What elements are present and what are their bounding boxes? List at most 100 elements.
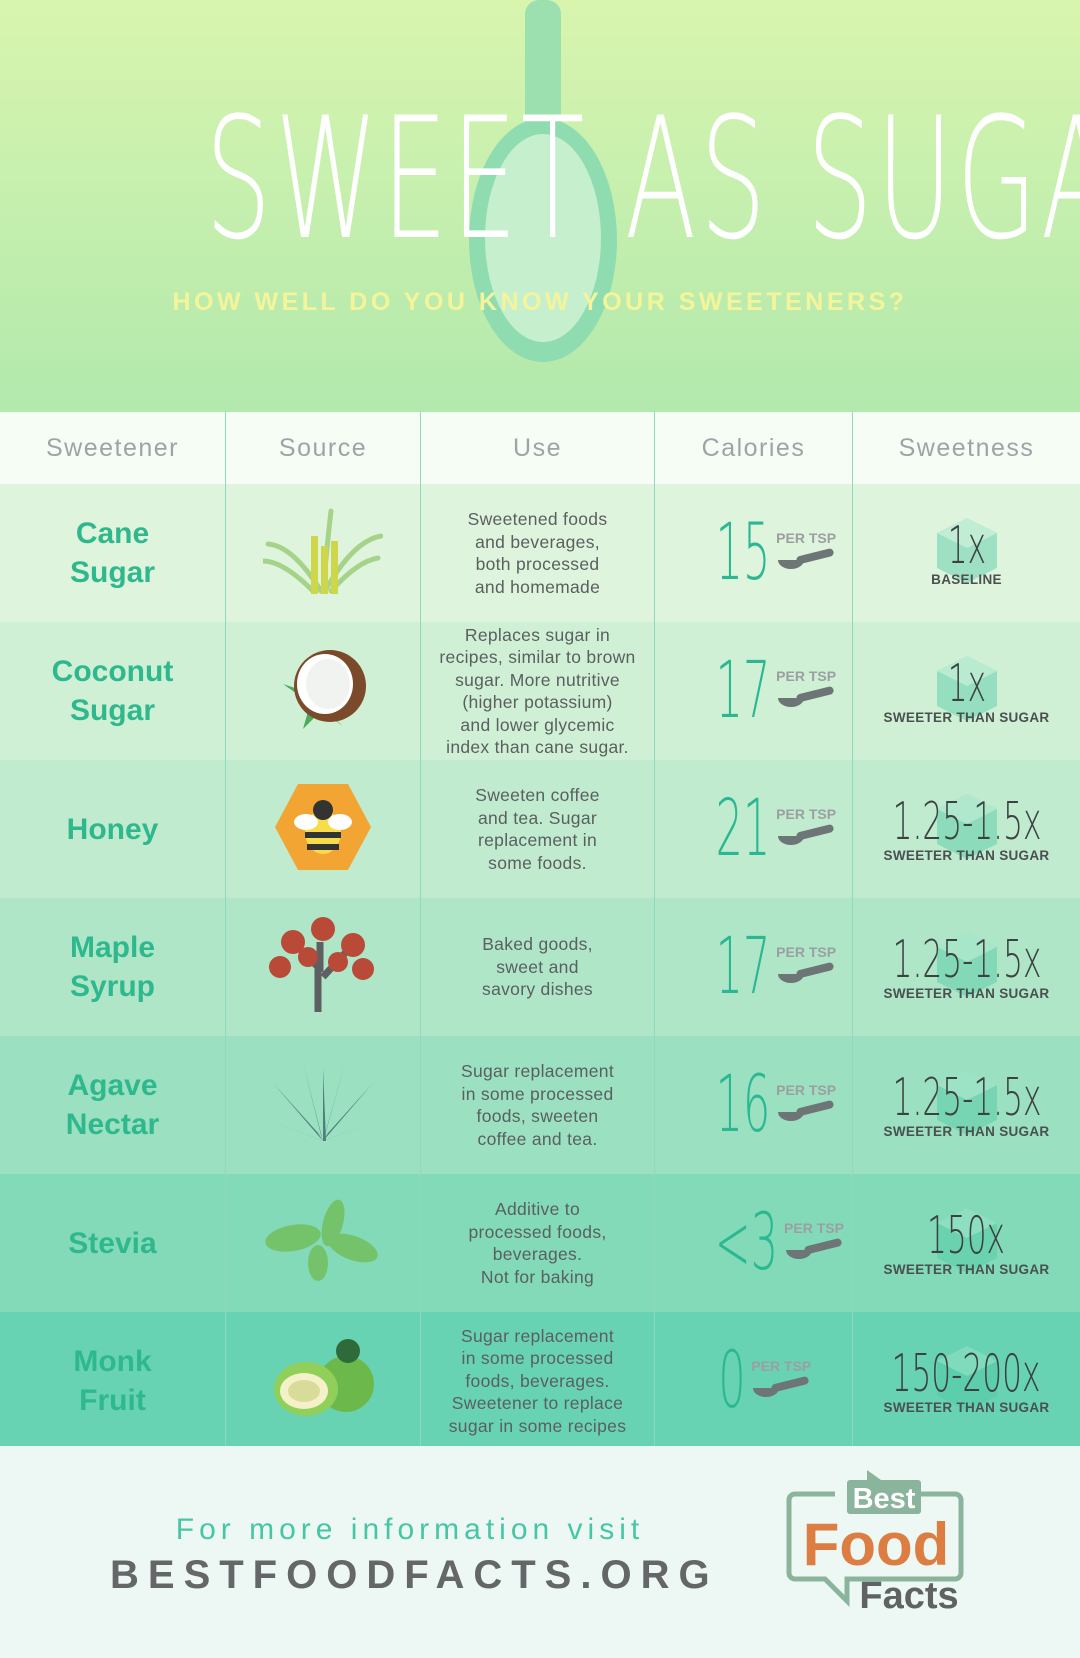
- use-text: Replaces sugar in recipes, similar to br…: [439, 624, 636, 758]
- sugar-cube-icon: [936, 794, 997, 859]
- sweetness-value: 1.25-1.5x: [892, 1067, 1041, 1128]
- sugar-cube-icon: [936, 656, 997, 721]
- honeycomb-bee-icon: [273, 782, 373, 877]
- header-calories: Calories: [655, 412, 853, 484]
- sweetener-name: Stevia: [68, 1226, 157, 1260]
- per-tsp-label: PER TSP: [751, 1358, 812, 1374]
- source-cell: [226, 484, 421, 622]
- sweetener-cell: Stevia: [0, 1174, 226, 1312]
- sweetness-cell: 1.25-1.5x SWEETER THAN SUGAR: [853, 898, 1080, 1036]
- sweetness-cell: 1x BASELINE: [853, 484, 1080, 622]
- footer: For more information visit BESTFOODFACTS…: [0, 1446, 1080, 1658]
- sweetener-name: Coconut Sugar: [51, 655, 174, 727]
- sweetness-value: 1.25-1.5x: [892, 929, 1041, 990]
- spoon-icon: [469, 0, 617, 362]
- sweetener-cell: Maple Syrup: [0, 898, 226, 1036]
- sugar-cube-icon: [936, 518, 997, 583]
- source-cell: [226, 1312, 421, 1450]
- table-row: Monk Fruit Sugar replacement in some pro…: [0, 1312, 1080, 1450]
- header-sweetness: Sweetness: [898, 433, 1035, 462]
- sweetness-value: 150x: [927, 1205, 1006, 1266]
- calories-value: <3: [714, 1198, 779, 1288]
- per-tsp-label: PER TSP: [784, 1220, 844, 1236]
- best-food-facts-logo: Best Food Facts: [786, 1470, 964, 1616]
- calories-cell: <3 PER TSP: [655, 1174, 853, 1312]
- sweetness-label: BASELINE: [931, 571, 1002, 587]
- coconut-icon: [273, 644, 373, 739]
- use-text: Sweetened foods and beverages, both proc…: [467, 509, 608, 597]
- stevia-leaf-icon: [263, 1198, 383, 1288]
- source-cell: [226, 898, 421, 1036]
- sugar-cube-icon: [936, 932, 997, 997]
- calories-cell: 17 PER TSP: [655, 622, 853, 760]
- calories-value: 17: [715, 646, 771, 736]
- sweetness-value: 1x: [947, 653, 986, 714]
- use-text: Additive to processed foods, beverages. …: [468, 1199, 607, 1287]
- use-text: Baked goods, sweet and savory dishes: [482, 934, 593, 1000]
- header-use: Use: [421, 412, 655, 484]
- teaspoon-icon: [786, 1238, 842, 1259]
- sweetness-cell: 150x SWEETER THAN SUGAR: [853, 1174, 1080, 1312]
- calories-value: 15: [715, 508, 771, 598]
- svg-text:Food: Food: [803, 1511, 950, 1578]
- sugar-cube-icon: [936, 1346, 997, 1411]
- per-tsp-label: PER TSP: [776, 530, 837, 546]
- sweetness-value: 1x: [947, 515, 986, 576]
- sugar-cube-icon: [936, 1070, 997, 1135]
- svg-text:Facts: Facts: [859, 1575, 958, 1616]
- table-row: Maple Syrup Baked goods, sweet and savor…: [0, 898, 1080, 1036]
- use-cell: Sugar replacement in some processed food…: [421, 1312, 655, 1450]
- calories-value: 16: [715, 1060, 771, 1150]
- sweetener-name: Monk Fruit: [73, 1345, 152, 1417]
- sweetener-cell: Honey: [0, 760, 226, 898]
- sweetener-cell: Monk Fruit: [0, 1312, 226, 1450]
- website-link[interactable]: BESTFOODFACTS.ORG: [110, 1553, 719, 1597]
- page-title: SWEET AS SUGAR: [205, 81, 1080, 277]
- sugarcane-icon: [260, 506, 384, 601]
- teaspoon-icon: [778, 1100, 834, 1121]
- per-tsp-label: PER TSP: [776, 944, 837, 960]
- svg-text:Best: Best: [853, 1483, 916, 1515]
- hero-header: SWEET AS SUGAR HOW WELL DO YOU KNOW YOUR…: [0, 0, 1080, 412]
- calories-cell: 21 PER TSP: [655, 760, 853, 898]
- table-row: Stevia Additive to processed foods, beve…: [0, 1174, 1080, 1312]
- use-text: Sugar replacement in some processed food…: [448, 1325, 627, 1436]
- use-cell: Additive to processed foods, beverages. …: [421, 1174, 655, 1312]
- use-text: Sugar replacement in some processed food…: [461, 1061, 614, 1149]
- source-cell: [226, 1174, 421, 1312]
- page-subtitle: HOW WELL DO YOU KNOW YOUR SWEETENERS?: [172, 288, 908, 316]
- per-tsp-label: PER TSP: [776, 1082, 837, 1098]
- table-row: Coconut Sugar Replaces sugar in recipes,…: [0, 622, 1080, 760]
- sweetener-name: Maple Syrup: [69, 931, 156, 1003]
- sweetness-value: 150-200x: [892, 1343, 1041, 1404]
- table-row: Cane Sugar Sweetened foods and beverages…: [0, 484, 1080, 622]
- sweetness-cell: 1.25-1.5x SWEETER THAN SUGAR: [853, 760, 1080, 898]
- sweetness-label: SWEETER THAN SUGAR: [883, 1261, 1050, 1277]
- source-cell: [226, 622, 421, 760]
- calories-value: 0: [718, 1336, 746, 1426]
- agave-plant-icon: [263, 1062, 383, 1148]
- calories-cell: 17 PER TSP: [655, 898, 853, 1036]
- monk-fruit-icon: [268, 1338, 378, 1424]
- calories-cell: 0 PER TSP: [655, 1312, 853, 1450]
- use-cell: Baked goods, sweet and savory dishes: [421, 898, 655, 1036]
- sweetness-label: SWEETER THAN SUGAR: [883, 985, 1050, 1001]
- sweetener-cell: Agave Nectar: [0, 1036, 226, 1174]
- source-cell: [226, 1036, 421, 1174]
- sweetness-cell: 1x SWEETER THAN SUGAR: [853, 622, 1080, 760]
- header-source: Source: [226, 412, 421, 484]
- calories-cell: 16 PER TSP: [655, 1036, 853, 1174]
- sweetener-name: Honey: [66, 812, 159, 846]
- sweetness-cell: 1.25-1.5x SWEETER THAN SUGAR: [853, 1036, 1080, 1174]
- maple-tree-icon: [268, 917, 378, 1017]
- sweetness-cell: 150-200x SWEETER THAN SUGAR: [853, 1312, 1080, 1450]
- calories-value: 17: [715, 922, 771, 1012]
- footer-info-text: For more information visit: [175, 1513, 645, 1546]
- sweetness-label: SWEETER THAN SUGAR: [883, 847, 1050, 863]
- sweetener-name: Cane Sugar: [69, 517, 156, 589]
- sweetness-label: SWEETER THAN SUGAR: [883, 1123, 1050, 1139]
- sweetener-cell: Coconut Sugar: [0, 622, 226, 760]
- use-cell: Sugar replacement in some processed food…: [421, 1036, 655, 1174]
- teaspoon-icon: [778, 686, 834, 707]
- sweetener-cell: Cane Sugar: [0, 484, 226, 622]
